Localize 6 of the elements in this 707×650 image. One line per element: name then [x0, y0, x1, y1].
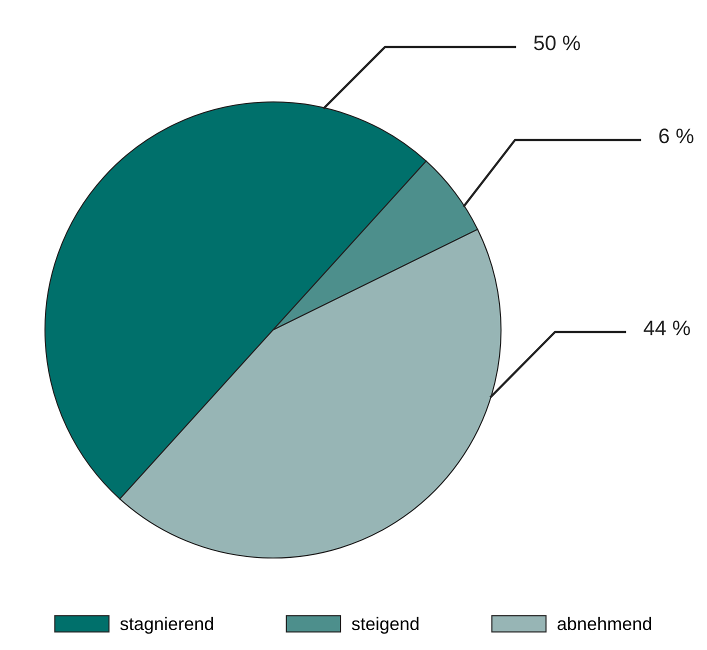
legend-label: abnehmend	[558, 616, 652, 630]
data-label: 50 %	[534, 36, 580, 50]
data-label: 44 %	[644, 320, 690, 336]
data-label: 6 %	[659, 128, 694, 144]
legend-label: steigend	[352, 616, 418, 634]
legend-label: stagnierend	[120, 616, 213, 634]
